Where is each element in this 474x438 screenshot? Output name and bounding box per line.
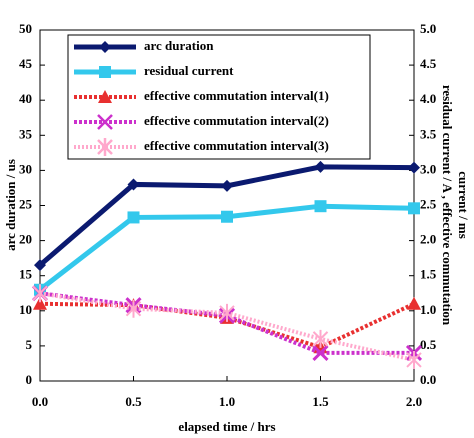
legend-label: effective commutation interval(2)	[144, 113, 329, 128]
marker	[408, 161, 420, 174]
y2-tick-label: 1.0	[420, 302, 436, 317]
marker	[312, 329, 329, 348]
marker	[407, 296, 421, 310]
series-line	[39, 291, 415, 362]
legend-label: residual current	[144, 63, 234, 78]
legend-marker	[98, 90, 112, 103]
y2-tick-label: 3.5	[420, 126, 437, 141]
marker	[127, 178, 140, 191]
x-tick-label: 0.5	[125, 394, 142, 409]
y2-tick-label: 2.5	[420, 196, 437, 211]
y-tick-label: 10	[19, 302, 32, 317]
marker	[32, 284, 48, 303]
y2-tick-label: 5.0	[420, 21, 436, 36]
y-axis-label: arc duration / us	[3, 159, 18, 251]
y2-tick-label: 4.0	[420, 91, 436, 106]
legend-label: effective commutation interval(1)	[144, 88, 329, 103]
x-axis-label: elapsed time / hrs	[178, 419, 275, 434]
x-tick-label: 0.0	[32, 394, 48, 409]
y-tick-label: 15	[19, 267, 33, 282]
marker	[314, 200, 327, 213]
marker	[406, 350, 422, 369]
marker	[312, 344, 329, 361]
legend	[67, 34, 371, 160]
y2-tick-label: 3.0	[420, 161, 436, 176]
y-tick-label: 50	[19, 21, 32, 36]
marker	[34, 259, 46, 272]
legend-label: arc duration	[144, 38, 214, 53]
y2-tick-label: 0.0	[420, 372, 436, 387]
legend-marker	[97, 114, 113, 130]
x-tick-label: 1.5	[312, 394, 329, 409]
y-tick-label: 45	[19, 56, 33, 71]
legend-marker	[99, 66, 111, 78]
marker	[221, 179, 233, 192]
x-tick-label: 1.0	[219, 394, 235, 409]
marker	[219, 303, 235, 322]
marker	[408, 202, 420, 215]
y2-tick-label: 0.5	[420, 337, 437, 352]
marker	[314, 160, 327, 173]
marker	[125, 299, 142, 318]
y2-tick-label: 2.0	[420, 232, 436, 247]
y-tick-label: 20	[19, 232, 32, 247]
y-tick-label: 5	[26, 337, 33, 352]
legend-label: effective commutation interval(3)	[144, 138, 329, 153]
series-line	[39, 291, 414, 355]
y-tick-label: 35	[19, 126, 33, 141]
marker	[33, 296, 47, 310]
y-tick-label: 40	[19, 91, 32, 106]
y2-axis-label: residual current / A , effective commuta…	[440, 85, 455, 326]
legend-marker	[99, 41, 111, 53]
y2-tick-label: 4.5	[420, 56, 437, 71]
y2-axis-label: current / ms	[456, 171, 471, 239]
y2-tick-label: 1.5	[420, 267, 437, 282]
marker	[221, 210, 233, 223]
legend-marker	[97, 138, 113, 156]
x-tick-label: 2.0	[406, 394, 422, 409]
y-tick-label: 0	[26, 372, 33, 387]
y-tick-label: 30	[19, 161, 32, 176]
marker	[127, 211, 140, 224]
y-tick-label: 25	[19, 196, 33, 211]
